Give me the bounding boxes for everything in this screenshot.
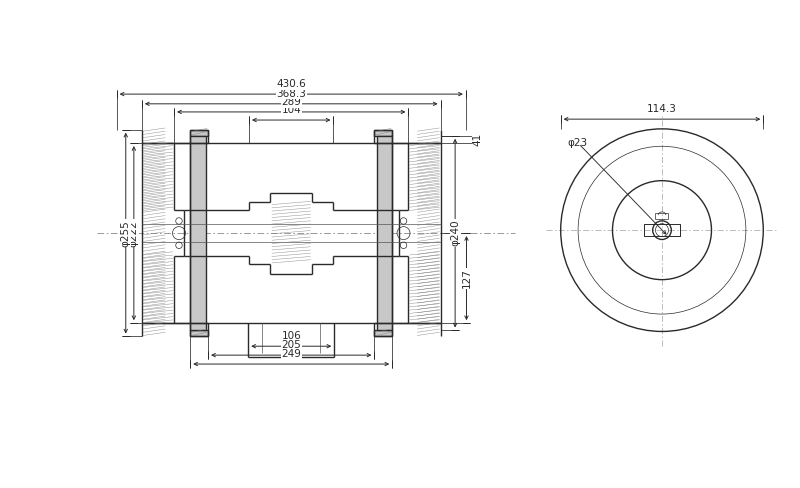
Text: 205: 205	[282, 340, 301, 350]
Text: 430.6: 430.6	[276, 79, 306, 89]
Text: φ222: φ222	[129, 220, 139, 246]
Text: 41: 41	[473, 133, 483, 146]
Polygon shape	[374, 330, 392, 337]
Text: 127: 127	[462, 268, 471, 288]
Text: 368.3: 368.3	[276, 89, 306, 99]
Polygon shape	[190, 330, 208, 337]
Text: 114.3: 114.3	[647, 104, 677, 114]
Text: 104: 104	[282, 105, 301, 115]
Text: 289: 289	[282, 97, 301, 107]
Polygon shape	[374, 130, 392, 136]
Polygon shape	[190, 136, 206, 330]
Text: φ240: φ240	[450, 220, 460, 246]
Text: 249: 249	[282, 349, 301, 359]
Text: φ23: φ23	[567, 139, 587, 148]
Polygon shape	[190, 130, 208, 136]
Text: φ255: φ255	[121, 220, 130, 246]
Text: 106: 106	[282, 331, 301, 341]
Polygon shape	[377, 136, 392, 330]
